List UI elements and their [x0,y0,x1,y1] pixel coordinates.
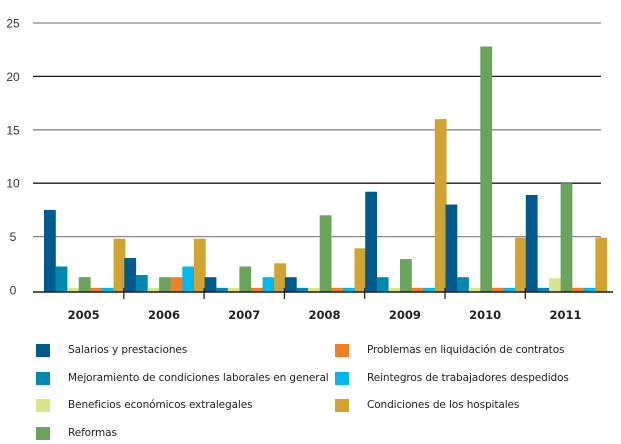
bar-2008-3 [319,215,332,292]
bar-2005-0 [44,209,56,292]
bar-2005-3 [78,277,91,292]
x-tick-label: 2009 [389,308,421,322]
bar-2008-2 [308,287,320,292]
y-tick-label: 5 [10,230,17,244]
bar-2008-4 [331,287,344,292]
y-axis-ticks: 0 5 10 15 20 25 [6,17,20,298]
bar-2008-1 [296,287,309,292]
x-tick-label: 2007 [228,308,260,322]
bar-2005-5 [102,287,114,292]
bar-2009-4 [411,287,424,292]
x-tick-label: 2010 [469,308,501,322]
bar-2005-6 [113,238,126,292]
bar-2010-6 [515,237,527,292]
bar-2010-4 [491,287,504,292]
bar-2007-1 [216,287,228,292]
bar-2006-2 [147,287,160,292]
x-tick-label: 2005 [68,308,100,322]
bar-2011-5 [583,287,596,292]
bar-2006-3 [159,277,171,292]
bar-2007-6 [274,263,286,292]
bar-2007-2 [227,287,240,292]
bar-2006-5 [182,266,195,292]
y-tick-label: 20 [6,70,20,84]
bar-2011-1 [537,287,550,292]
y-tick-label: 15 [6,123,20,137]
bar-2009-6 [434,119,447,292]
bar-2011-3 [560,183,573,292]
bar-2010-0 [445,204,458,292]
gridlines [33,22,601,238]
bar-2005-2 [67,287,79,292]
bar-2009-0 [365,191,377,292]
x-axis-ticks: 2005 2006 2007 2008 2009 2010 2011 [68,308,582,322]
y-tick-label: 25 [6,17,20,31]
bar-2007-4 [251,287,263,292]
bar-2008-0 [284,277,297,292]
bar-2010-5 [503,287,516,292]
y-tick-label: 0 [10,284,17,298]
bar-2009-5 [423,287,435,292]
bar-2009-2 [388,287,401,292]
x-axis [33,288,613,299]
x-tick-label: 2011 [549,308,581,322]
bar-2008-5 [342,287,355,292]
bar-2007-3 [239,266,252,292]
bars [44,46,608,292]
bar-2005-4 [90,287,103,292]
bar-2010-3 [480,46,493,292]
bar-2011-2 [549,278,561,292]
bar-2010-2 [468,287,481,292]
bar-2006-6 [193,238,206,292]
y-tick-label: 10 [6,177,20,191]
bar-2011-6 [595,237,608,292]
bar-2011-4 [572,287,584,292]
bar-2006-0 [124,257,137,292]
bar-2006-4 [170,277,183,292]
bar-2011-0 [525,194,538,292]
bar-2010-1 [457,277,469,292]
x-tick-label: 2008 [309,308,341,322]
bar-2007-0 [204,277,217,292]
x-tick-label: 2006 [148,308,180,322]
bar-2007-5 [262,277,275,292]
bar-2006-1 [135,275,148,292]
bar-2008-6 [354,248,367,292]
bar-2009-3 [400,259,412,292]
bar-2005-1 [55,266,68,292]
bar-2009-1 [376,277,389,292]
